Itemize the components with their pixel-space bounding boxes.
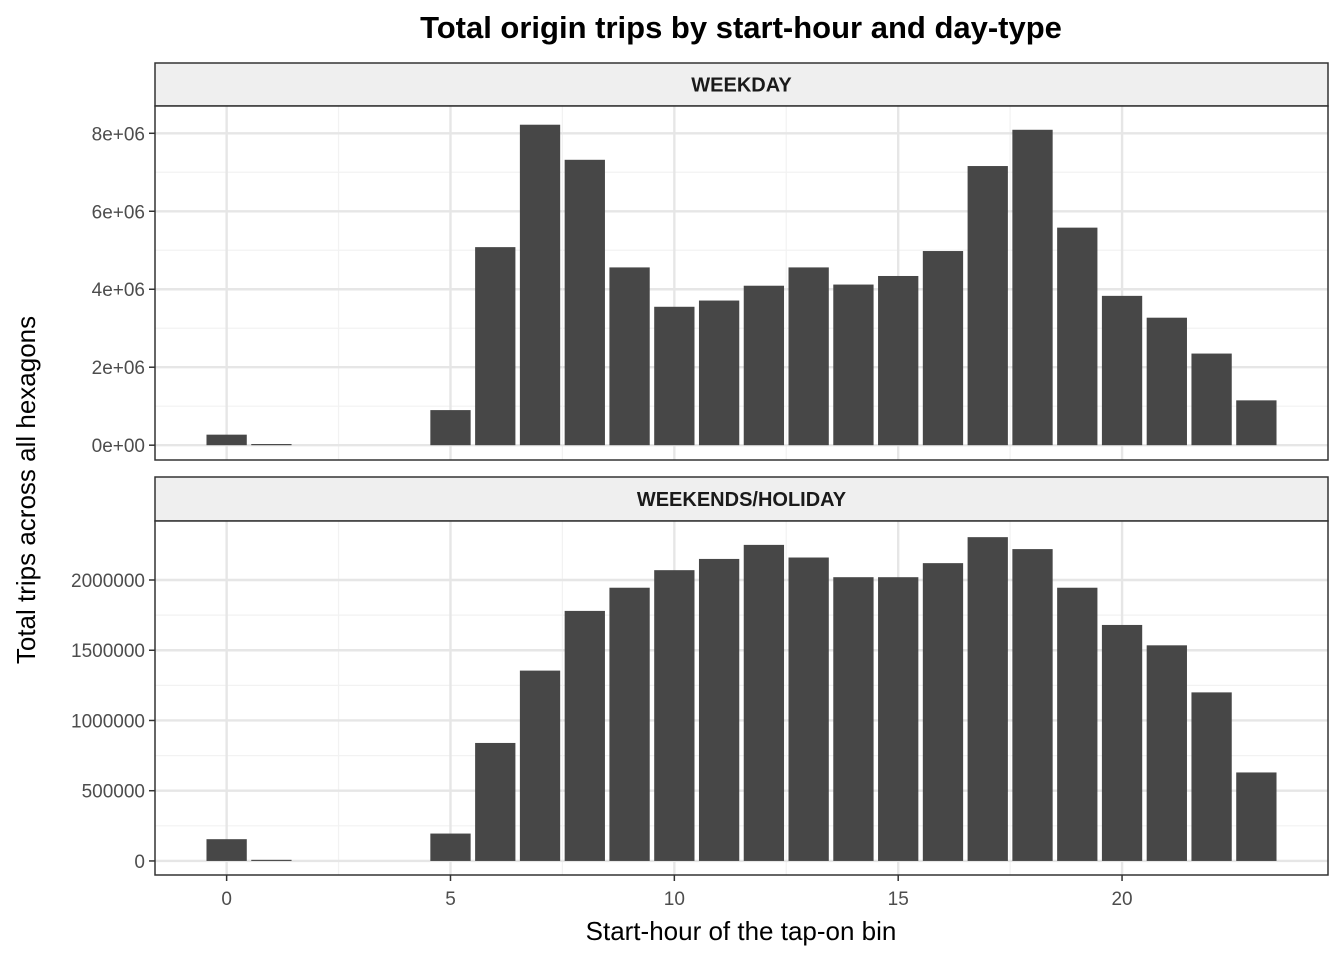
bar bbox=[1057, 227, 1098, 446]
bar bbox=[967, 537, 1008, 861]
bar bbox=[1191, 353, 1232, 446]
bar bbox=[609, 267, 650, 446]
bar bbox=[1101, 295, 1143, 446]
chart-title: Total origin trips by start-hour and day… bbox=[420, 10, 1062, 45]
panel-border bbox=[154, 520, 1329, 876]
bar bbox=[206, 839, 247, 861]
x-tick-label: 10 bbox=[664, 889, 685, 910]
bar bbox=[251, 444, 292, 446]
panel-strip-label: WEEKDAY bbox=[691, 75, 792, 97]
bar bbox=[519, 670, 561, 861]
bar bbox=[1236, 400, 1277, 446]
y-tick-label: 500000 bbox=[82, 782, 145, 803]
bar bbox=[609, 587, 650, 861]
bar bbox=[1012, 129, 1053, 446]
bar bbox=[922, 563, 964, 861]
bar bbox=[1146, 645, 1187, 861]
y-tick-label: 2000000 bbox=[71, 571, 145, 592]
bar bbox=[251, 859, 292, 861]
panel: WEEKENDS/HOLIDAY 0 500000 1000000 1500000 200… bbox=[71, 476, 1329, 876]
x-axis: 0 5 10 15 20 bbox=[221, 875, 1133, 910]
bar bbox=[519, 124, 561, 446]
bar bbox=[1057, 587, 1098, 861]
bar bbox=[878, 275, 919, 446]
bar bbox=[1012, 549, 1053, 861]
y-tick-label: 0e+00 bbox=[92, 436, 145, 457]
bar bbox=[967, 166, 1008, 446]
bar bbox=[654, 570, 695, 861]
x-axis-title: Start-hour of the tap-on bin bbox=[586, 916, 897, 946]
bar bbox=[206, 434, 247, 446]
bar bbox=[922, 251, 964, 446]
y-tick-label: 8e+06 bbox=[92, 124, 145, 145]
bar bbox=[430, 833, 471, 861]
bar bbox=[430, 410, 471, 446]
y-axis-title: Total trips across all hexagons bbox=[11, 316, 41, 664]
bar bbox=[475, 742, 516, 861]
y-tick-label: 0 bbox=[134, 852, 145, 873]
bar bbox=[698, 558, 740, 861]
panel-strip bbox=[154, 62, 1329, 107]
x-tick-label: 5 bbox=[445, 889, 456, 910]
panel-strip bbox=[154, 476, 1329, 522]
panel: WEEKDAY 0e+00 2e+06 4e+06 6e+06 8e+06 bbox=[92, 62, 1329, 461]
bar bbox=[1101, 624, 1143, 861]
bar bbox=[788, 267, 829, 446]
bar bbox=[788, 557, 829, 861]
y-tick-label: 4e+06 bbox=[92, 280, 145, 301]
bar bbox=[654, 306, 695, 446]
bar bbox=[1236, 772, 1277, 861]
y-tick-label: 6e+06 bbox=[92, 202, 145, 223]
bar bbox=[564, 159, 605, 446]
x-tick-label: 0 bbox=[221, 889, 232, 910]
panel-strip-label: WEEKENDS/HOLIDAY bbox=[637, 489, 847, 511]
panel-border bbox=[154, 105, 1329, 461]
panels: WEEKDAY 0e+00 2e+06 4e+06 6e+06 8e+06 WEEKENDS… bbox=[71, 62, 1329, 876]
bar bbox=[475, 247, 516, 446]
bar bbox=[564, 610, 605, 861]
bar bbox=[1191, 692, 1232, 861]
bar bbox=[743, 285, 785, 446]
x-tick-label: 15 bbox=[888, 889, 909, 910]
bar bbox=[743, 544, 785, 861]
x-tick-label: 20 bbox=[1111, 889, 1132, 910]
y-tick-label: 1500000 bbox=[71, 641, 145, 662]
bar bbox=[833, 284, 874, 446]
bar bbox=[698, 300, 740, 446]
y-tick-label: 1000000 bbox=[71, 711, 145, 732]
bar bbox=[1146, 317, 1187, 446]
y-tick-label: 2e+06 bbox=[92, 358, 145, 379]
bar bbox=[833, 577, 874, 861]
bar bbox=[878, 577, 919, 861]
